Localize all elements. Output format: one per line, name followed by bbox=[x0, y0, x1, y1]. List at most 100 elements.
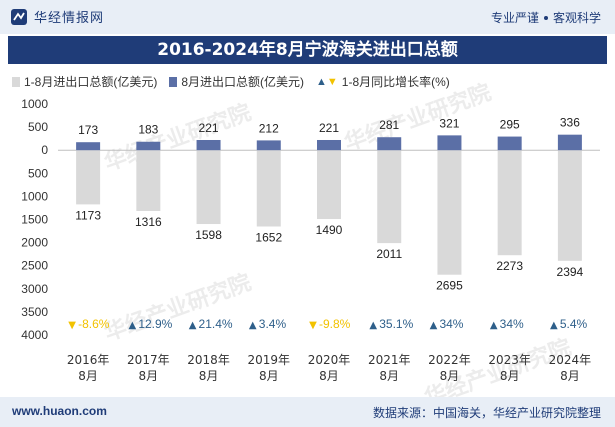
monthly-value-label: 221 bbox=[199, 121, 219, 135]
x-category-label: 8月 bbox=[139, 369, 159, 383]
tagline: 专业严谨 客观科学 bbox=[491, 9, 601, 26]
growth-up-triangle-icon: ▲ bbox=[128, 320, 136, 331]
legend-triangle-icon: ▲▼ bbox=[316, 75, 338, 88]
y-tick-label: 500 bbox=[28, 166, 48, 180]
cumulative-bar bbox=[377, 150, 402, 244]
monthly-value-label: 281 bbox=[379, 118, 399, 132]
monthly-value-label: 336 bbox=[560, 116, 580, 130]
monthly-bar bbox=[76, 142, 101, 151]
x-category-label: 2017年 bbox=[127, 353, 170, 367]
growth-rate-label: 3.4% bbox=[259, 317, 287, 331]
cumulative-bar bbox=[76, 150, 101, 205]
growth-up-triangle-icon: ▲ bbox=[550, 320, 558, 331]
monthly-value-label: 212 bbox=[259, 121, 279, 135]
y-tick-label: 1500 bbox=[21, 213, 48, 227]
huajing-logo-icon bbox=[11, 8, 27, 25]
cumulative-bar bbox=[317, 150, 341, 220]
brand[interactable]: 华经情报网 bbox=[10, 7, 104, 26]
monthly-value-label: 183 bbox=[138, 123, 158, 137]
title-bar: 2016-2024年8月宁波海关进出口总额 bbox=[8, 36, 607, 64]
legend-item-growth: ▲▼ 1-8月同比增长率(%) bbox=[316, 73, 450, 90]
tagline-right: 客观科学 bbox=[552, 11, 601, 25]
cumulative-bar bbox=[497, 150, 522, 256]
chart-legend: 1-8月进出口总额(亿美元) 8月进出口总额(亿美元) ▲▼ 1-8月同比增长率… bbox=[12, 73, 456, 90]
cumulative-bar bbox=[256, 150, 281, 227]
cumulative-bar bbox=[437, 150, 462, 275]
growth-rate-label: 21.4% bbox=[199, 317, 233, 331]
growth-rate-label: -8.6% bbox=[78, 317, 110, 331]
footer-source: 数据来源：中国海关，华经产业研究院整理 bbox=[372, 406, 601, 420]
x-category-label: 8月 bbox=[500, 369, 520, 383]
monthly-bar bbox=[437, 135, 462, 151]
x-category-label: 8月 bbox=[560, 369, 580, 383]
tagline-left: 专业严谨 bbox=[490, 11, 539, 25]
cumulative-bar bbox=[136, 150, 161, 211]
x-category-label: 8月 bbox=[379, 369, 399, 383]
growth-rate-label: 12.9% bbox=[138, 317, 172, 331]
y-tick-label: 2500 bbox=[21, 259, 48, 273]
legend-swatch-monthly bbox=[169, 76, 178, 87]
x-category-label: 2023年 bbox=[488, 353, 531, 367]
growth-rate-label: 34% bbox=[439, 317, 463, 331]
chart-title: 2016-2024年8月宁波海关进出口总额 bbox=[157, 40, 458, 60]
growth-rate-label: 34% bbox=[500, 317, 524, 331]
growth-up-triangle-icon: ▲ bbox=[249, 320, 257, 331]
cumulative-value-label: 2394 bbox=[557, 265, 584, 279]
monthly-bar bbox=[317, 139, 341, 151]
header-bar: 华经情报网 专业严谨 客观科学 bbox=[0, 0, 615, 34]
growth-rate-label: -9.8% bbox=[319, 317, 351, 331]
legend-label-monthly: 8月进出口总额(亿美元) bbox=[181, 75, 305, 89]
cumulative-value-label: 2695 bbox=[436, 279, 463, 293]
footer-bar: www.huaon.com 数据来源：中国海关，华经产业研究院整理 bbox=[0, 397, 615, 427]
cumulative-value-label: 1173 bbox=[75, 208, 101, 222]
legend-label-growth: 1-8月同比增长率(%) bbox=[341, 75, 450, 89]
cumulative-value-label: 2011 bbox=[376, 247, 402, 261]
x-category-label: 8月 bbox=[440, 369, 460, 383]
cumulative-value-label: 2273 bbox=[496, 259, 523, 273]
x-category-label: 2016年 bbox=[67, 353, 110, 367]
monthly-value-label: 173 bbox=[78, 123, 98, 137]
separator-dot-icon bbox=[543, 15, 548, 20]
y-tick-label: 3500 bbox=[21, 305, 48, 319]
monthly-value-label: 295 bbox=[500, 118, 520, 132]
monthly-bar bbox=[196, 139, 221, 151]
growth-rate-label: 35.1% bbox=[379, 317, 413, 331]
growth-up-triangle-icon: ▲ bbox=[369, 320, 377, 331]
cumulative-bar bbox=[557, 150, 582, 261]
growth-up-triangle-icon: ▲ bbox=[430, 320, 438, 331]
legend-item-cumulative: 1-8月进出口总额(亿美元) bbox=[12, 73, 157, 90]
x-category-label: 8月 bbox=[259, 369, 279, 383]
cumulative-value-label: 1598 bbox=[195, 228, 222, 242]
y-tick-label: 4000 bbox=[21, 328, 48, 342]
growth-down-triangle-icon: ▼ bbox=[309, 320, 317, 331]
x-category-label: 8月 bbox=[78, 369, 98, 383]
y-tick-label: 1000 bbox=[21, 189, 48, 203]
growth-up-triangle-icon: ▲ bbox=[490, 320, 498, 331]
monthly-bar bbox=[136, 141, 161, 151]
x-category-label: 2018年 bbox=[187, 353, 230, 367]
cumulative-value-label: 1490 bbox=[316, 223, 343, 237]
y-tick-label: 500 bbox=[28, 120, 48, 134]
growth-down-triangle-icon: ▼ bbox=[68, 320, 76, 331]
growth-up-triangle-icon: ▲ bbox=[189, 320, 197, 331]
monthly-value-label: 321 bbox=[439, 116, 459, 130]
legend-swatch-cumulative bbox=[12, 76, 20, 87]
x-category-label: 2020年 bbox=[308, 353, 351, 367]
y-tick-label: 0 bbox=[41, 143, 48, 157]
x-category-label: 2019年 bbox=[248, 353, 291, 367]
y-tick-label: 1000 bbox=[21, 97, 48, 111]
monthly-bar bbox=[497, 136, 522, 151]
brand-name: 华经情报网 bbox=[34, 10, 105, 25]
x-category-label: 8月 bbox=[319, 369, 339, 383]
cumulative-value-label: 1652 bbox=[255, 231, 282, 245]
legend-item-monthly: 8月进出口总额(亿美元) bbox=[169, 73, 304, 90]
cumulative-bar bbox=[196, 150, 221, 225]
monthly-bar bbox=[377, 137, 402, 151]
monthly-value-label: 221 bbox=[319, 121, 339, 135]
footer-website[interactable]: www.huaon.com bbox=[12, 404, 107, 418]
y-tick-label: 2000 bbox=[21, 236, 48, 250]
x-category-label: 8月 bbox=[199, 369, 219, 383]
x-category-label: 2024年 bbox=[549, 353, 592, 367]
x-category-label: 2021年 bbox=[368, 353, 411, 367]
